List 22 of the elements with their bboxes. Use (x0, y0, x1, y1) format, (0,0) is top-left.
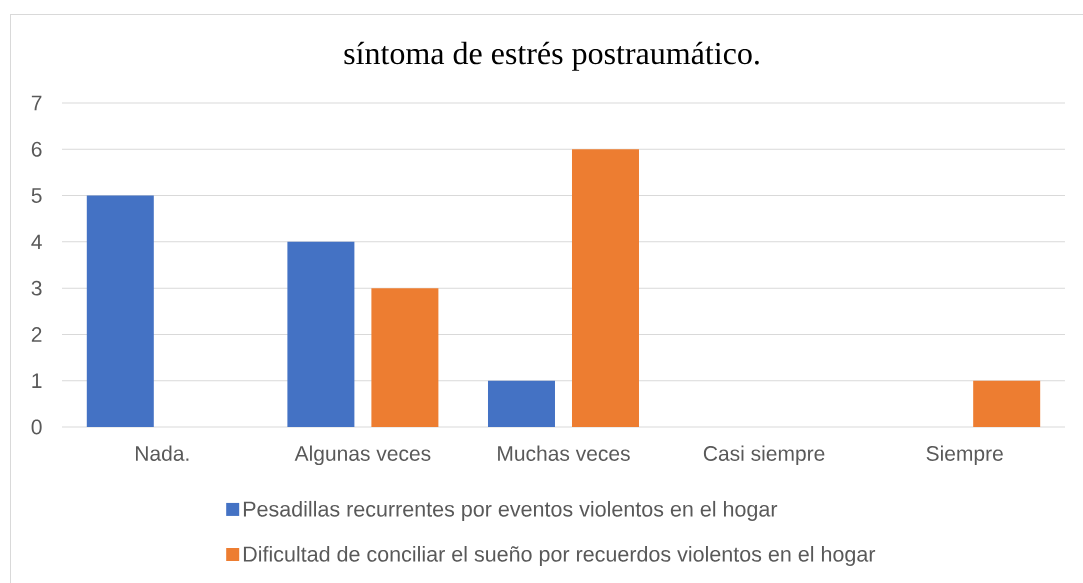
y-tick-label: 5 (31, 188, 42, 203)
x-tick-label: Nada. (136, 445, 189, 461)
x-tick-label: Muchas veces (498, 445, 630, 461)
y-tick-label: 2 (31, 327, 42, 342)
x-tick-label: Casi siempre (703, 445, 825, 466)
x-tick-label: Siempre (926, 445, 1003, 466)
y-tick-label: 1 (32, 373, 42, 388)
bar (571, 149, 639, 427)
bar (287, 241, 355, 427)
bar (86, 195, 154, 427)
y-tick-label: 6 (31, 141, 42, 157)
y-tick-label: 4 (31, 234, 42, 250)
bar (973, 380, 1041, 427)
chart-title: síntoma de estrés postraumático. (344, 41, 759, 71)
x-tick-label: Algunas veces (294, 445, 431, 466)
y-tick-label: 7 (31, 95, 42, 111)
legend-label: Dificultad de conciliar el sueño por recuerdos violentos en el hogar (243, 545, 876, 567)
bar (487, 380, 555, 427)
bar (371, 288, 439, 427)
y-tick-label: 3 (31, 280, 42, 296)
y-tick-label: 0 (31, 419, 42, 435)
legend-label: Pesadillas recurrentes por eventos violentos en el hogar (243, 500, 778, 521)
